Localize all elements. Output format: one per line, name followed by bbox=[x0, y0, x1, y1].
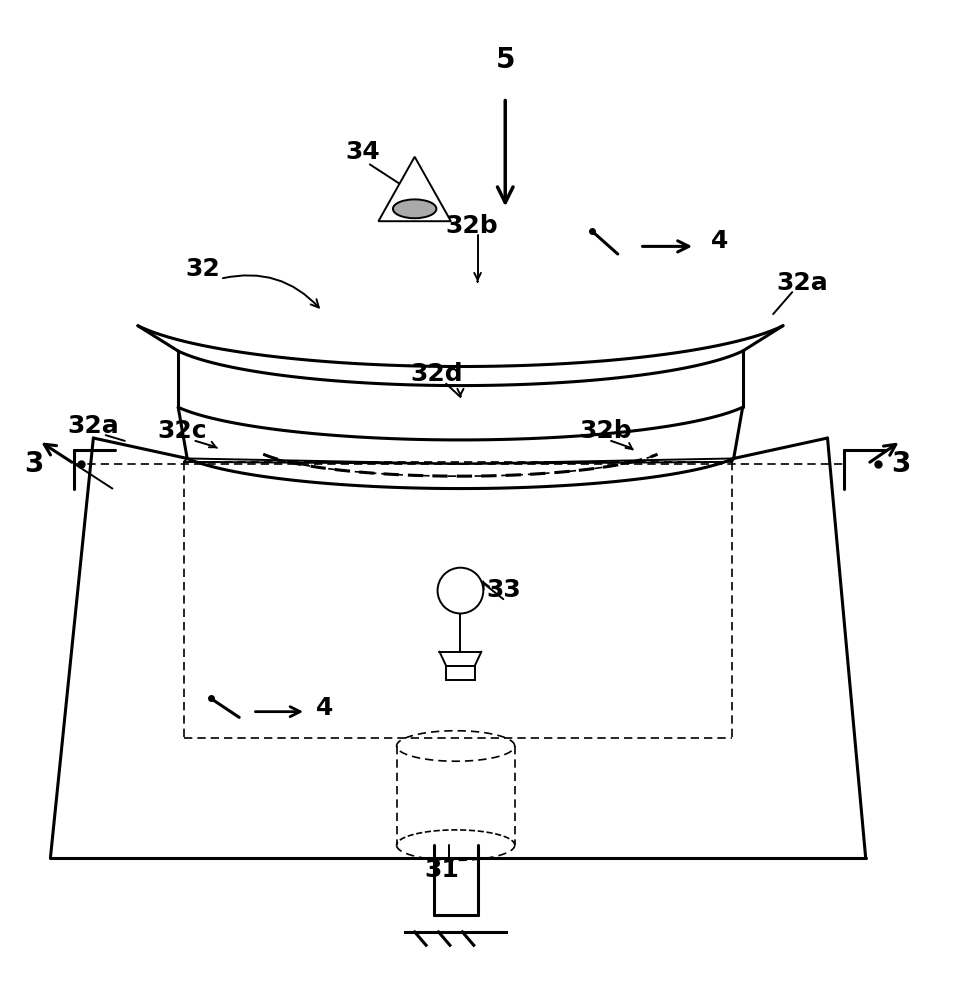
Text: 32a: 32a bbox=[776, 271, 828, 295]
Text: 5: 5 bbox=[496, 46, 515, 74]
Text: 32b: 32b bbox=[446, 214, 498, 238]
Text: 4: 4 bbox=[316, 696, 334, 720]
Circle shape bbox=[437, 568, 483, 613]
Text: 32: 32 bbox=[186, 257, 221, 281]
Text: 33: 33 bbox=[486, 578, 521, 602]
Ellipse shape bbox=[393, 199, 436, 218]
Text: 32c: 32c bbox=[157, 419, 207, 443]
Text: 32a: 32a bbox=[67, 414, 119, 438]
Text: 4: 4 bbox=[711, 229, 729, 253]
Text: 34: 34 bbox=[346, 140, 381, 164]
Text: 3: 3 bbox=[891, 450, 911, 478]
Text: 32d: 32d bbox=[410, 362, 463, 386]
Polygon shape bbox=[379, 157, 451, 221]
Text: 3: 3 bbox=[25, 450, 44, 478]
Text: 31: 31 bbox=[424, 858, 458, 882]
Text: 32b: 32b bbox=[579, 419, 632, 443]
